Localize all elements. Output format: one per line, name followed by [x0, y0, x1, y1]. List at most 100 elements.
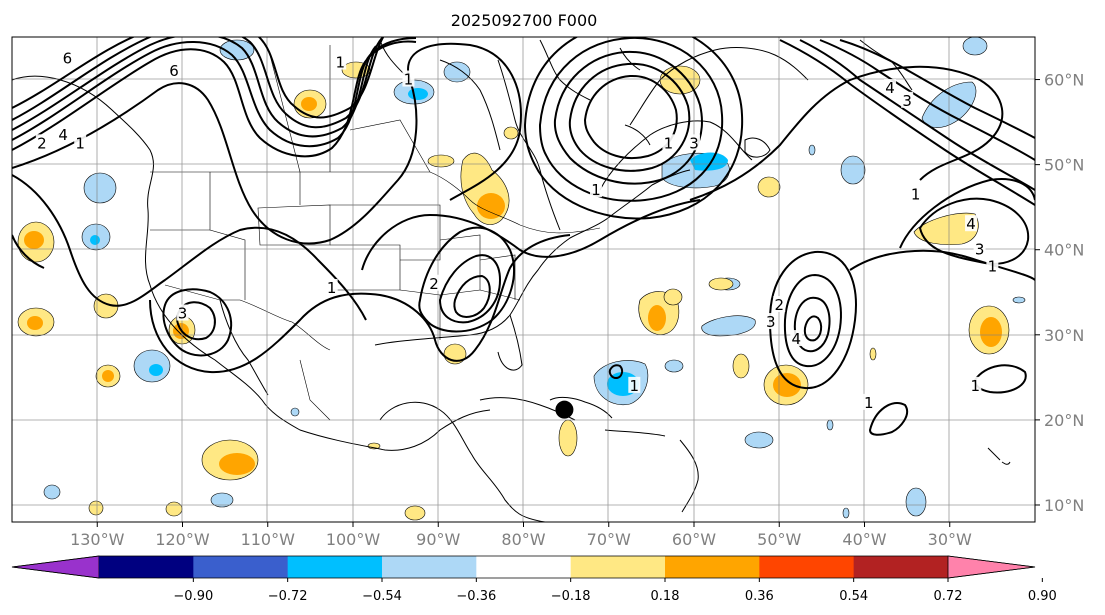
- contour-label: 1: [75, 134, 85, 152]
- coastline: [549, 396, 613, 419]
- contour-label-bg: [176, 304, 189, 321]
- lon-tick-label: 120°W: [155, 530, 210, 549]
- anomaly-patch: [913, 212, 979, 245]
- contour-label: 1: [664, 134, 674, 152]
- contour-label-bg: [334, 53, 347, 70]
- anomaly-patch: [83, 172, 117, 204]
- colorbar-tick-label: −0.90: [173, 589, 213, 604]
- contour-label: 1: [404, 71, 414, 89]
- anomaly-patch: [443, 61, 471, 83]
- anomaly-patch: [840, 155, 866, 185]
- contour-label-bg: [61, 49, 74, 66]
- state-line: [400, 204, 441, 261]
- contour-line: [899, 178, 1035, 249]
- lat-tick-label: 60°N: [1044, 71, 1084, 90]
- contour-label: 6: [169, 62, 179, 80]
- contours: [12, 37, 1035, 436]
- colorbar: [11, 555, 1036, 579]
- anomaly-patch: [842, 507, 850, 519]
- coastline: [379, 401, 546, 522]
- anomaly-patch: [808, 144, 816, 156]
- state-line: [399, 289, 441, 340]
- coastline: [219, 299, 269, 396]
- contour-label: 1: [911, 185, 921, 203]
- anomaly-patch: [1012, 296, 1026, 304]
- colorbar-segment: [476, 556, 572, 578]
- lat-tick-label: 50°N: [1044, 156, 1084, 175]
- lon-tick-label: 100°W: [326, 530, 381, 549]
- contour-line: [608, 364, 624, 380]
- contour-label-bg: [986, 257, 999, 274]
- colorbar-extend-high: [947, 555, 1036, 579]
- anomaly-patch: [404, 505, 426, 521]
- state-line: [349, 119, 431, 173]
- coastline: [509, 169, 691, 316]
- anomaly-patch: [773, 373, 801, 397]
- contour-label: 2: [37, 134, 47, 152]
- contour-label: 4: [885, 79, 895, 97]
- colorbar-tick-label: −0.36: [456, 589, 496, 604]
- anomaly-patch: [43, 484, 61, 500]
- contour-label-bg: [35, 134, 48, 151]
- lon-tick-label: 130°W: [70, 530, 125, 549]
- contour-line: [783, 273, 842, 368]
- contour-line: [803, 315, 823, 342]
- us-canada-border: [150, 171, 601, 234]
- anomaly-patch: [88, 500, 104, 516]
- coastline: [624, 124, 651, 146]
- coastline: [599, 120, 753, 191]
- contour-line: [768, 250, 857, 390]
- state-line: [299, 359, 331, 421]
- contour-label-bg: [167, 62, 180, 79]
- anomaly-patch: [427, 154, 455, 168]
- contour-line: [538, 37, 724, 202]
- anomaly-patch: [663, 288, 683, 306]
- state-line: [439, 234, 481, 296]
- anomaly-patch: [648, 305, 666, 331]
- longitude-axis: 130°W 120°W 110°W 100°W 90°W 80°W 70°W 60°W 50°W…: [70, 522, 972, 549]
- contour-line: [12, 37, 377, 138]
- coastlines: [12, 39, 1011, 522]
- anomaly-patch: [290, 407, 300, 417]
- colorbar-segment: [382, 556, 477, 578]
- colorbar-tick-label: 0.72: [934, 589, 963, 604]
- contour-label: 1: [335, 54, 345, 72]
- contour-label-bg: [427, 274, 440, 291]
- map-background: [12, 37, 1035, 522]
- contour-label: 1: [988, 258, 998, 276]
- contour-label: 1: [591, 181, 601, 199]
- lon-tick-label: 30°W: [928, 530, 972, 549]
- lon-tick-label: 90°W: [416, 530, 460, 549]
- anomaly-patch: [826, 419, 834, 431]
- anomaly-patch: [708, 277, 734, 291]
- contour-label-bg: [402, 70, 415, 87]
- contour-label: 3: [975, 241, 985, 259]
- contour-line: [689, 65, 1004, 201]
- colorbar-tick-label: 0.54: [839, 589, 868, 604]
- location-marker: [555, 400, 574, 419]
- anomaly-patch: [165, 501, 183, 517]
- contour-line: [12, 42, 522, 245]
- map-title: 2025092700 F000: [451, 11, 598, 30]
- contour-line: [438, 254, 502, 324]
- coastline: [987, 447, 1001, 461]
- colorbar-segment: [193, 556, 289, 578]
- lon-tick-label: 50°W: [757, 530, 801, 549]
- contour-label: 2: [774, 296, 784, 314]
- anomaly-patch: [701, 315, 756, 337]
- coastline: [539, 39, 591, 101]
- anomaly-patch: [664, 359, 684, 373]
- anomaly-patch: [558, 419, 578, 457]
- anomaly-patch: [408, 88, 428, 100]
- coastline: [12, 75, 491, 451]
- contour-label: 1: [971, 377, 981, 395]
- coastline: [744, 137, 771, 158]
- colorbar-tick-label: −0.54: [362, 589, 402, 604]
- colorbar-tick-label: −0.72: [268, 589, 308, 604]
- contour-label: 3: [689, 134, 699, 152]
- state-line: [330, 244, 401, 291]
- anomaly-patch: [90, 235, 100, 245]
- contour-label-bg: [969, 376, 982, 393]
